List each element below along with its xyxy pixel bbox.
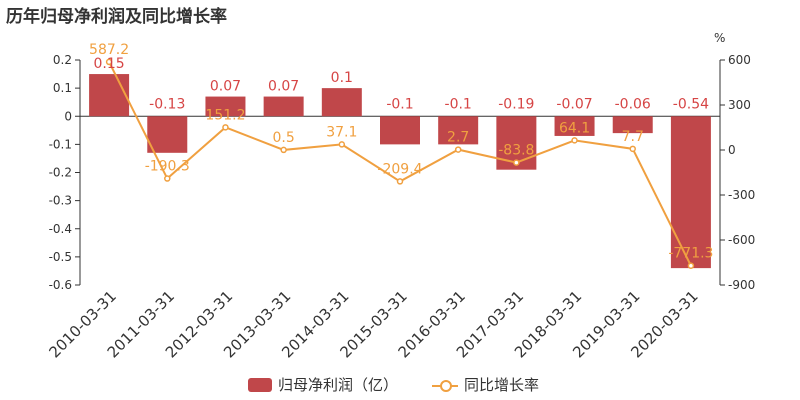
y-left-tick-label: -0.1 xyxy=(49,137,72,151)
growth-data-label: 64.1 xyxy=(559,120,590,136)
bar xyxy=(380,116,420,145)
y-left-tick-label: -0.6 xyxy=(49,278,72,292)
y-left-tick-label: -0.2 xyxy=(49,166,72,180)
bar xyxy=(321,88,362,117)
bar xyxy=(670,116,711,269)
growth-data-label: -771.3 xyxy=(668,246,713,262)
bar-data-label: 0.07 xyxy=(268,79,299,95)
legend-bar-swatch xyxy=(248,377,272,392)
bar-data-label: -0.19 xyxy=(498,96,534,112)
bar-data-label: 0.1 xyxy=(331,70,353,86)
y-right-tick-label: -900 xyxy=(728,278,755,292)
bar xyxy=(554,116,595,136)
growth-point xyxy=(164,175,171,182)
growth-point xyxy=(571,137,578,144)
y-right-tick-label: -600 xyxy=(728,233,755,247)
y-left-tick-label: 0 xyxy=(64,109,72,123)
growth-point xyxy=(687,262,695,269)
growth-data-label: 587.2 xyxy=(89,42,129,58)
y-left-tick-label: 0.1 xyxy=(53,81,72,95)
growth-data-label: 7.7 xyxy=(622,129,644,145)
bar-data-label: -0.06 xyxy=(615,96,651,112)
bar xyxy=(147,116,188,153)
y-right-tick-label: 300 xyxy=(728,98,751,112)
legend-item-growth[interactable]: 同比增长率 xyxy=(432,374,539,395)
y-left-tick-label: -0.4 xyxy=(49,222,72,236)
bar-data-label: 0.15 xyxy=(94,56,125,72)
bar xyxy=(205,96,246,117)
growth-point xyxy=(454,146,462,153)
y-right-unit-label: % xyxy=(714,31,725,45)
bar xyxy=(612,116,653,134)
legend: 归母净利润（亿） 同比增长率 xyxy=(0,374,800,396)
growth-point xyxy=(338,141,346,148)
growth-data-label: 2.7 xyxy=(447,130,469,146)
growth-data-label: -209.4 xyxy=(377,161,422,177)
y-right-tick-label: 0 xyxy=(728,143,736,157)
bar-data-label: -0.1 xyxy=(445,96,472,112)
legend-line-swatch xyxy=(432,378,458,392)
y-right-tick-label: -300 xyxy=(728,188,755,202)
bar-data-label: -0.1 xyxy=(386,96,413,112)
bar-data-label: -0.07 xyxy=(556,96,592,112)
legend-label-profit: 归母净利润（亿） xyxy=(278,376,399,394)
growth-data-label: -83.8 xyxy=(498,143,534,159)
growth-data-label: -190.3 xyxy=(145,159,190,175)
growth-point xyxy=(513,159,520,166)
bar xyxy=(263,96,304,117)
growth-point xyxy=(396,178,404,185)
y-left-tick-label: -0.5 xyxy=(49,250,72,264)
chart-title: 历年归母净利润及同比增长率 xyxy=(6,7,227,27)
bar-data-label: -0.13 xyxy=(149,96,185,112)
bar-data-label: 0.07 xyxy=(210,79,241,95)
y-left-tick-label: -0.3 xyxy=(49,194,72,208)
growth-point xyxy=(222,124,229,131)
bar xyxy=(438,116,479,145)
growth-data-label: 37.1 xyxy=(326,124,357,140)
y-right-tick-label: 600 xyxy=(728,53,751,67)
legend-label-growth: 同比增长率 xyxy=(464,376,540,394)
legend-item-profit[interactable]: 归母净利润（亿） xyxy=(248,374,398,395)
bar xyxy=(89,74,130,117)
growth-point xyxy=(629,145,636,153)
growth-point xyxy=(280,146,287,154)
growth-point xyxy=(105,58,113,66)
bar-data-label: -0.54 xyxy=(673,96,709,112)
growth-data-label: 151.2 xyxy=(205,107,245,123)
growth-data-label: 0.5 xyxy=(273,130,295,146)
y-left-tick-label: 0.2 xyxy=(53,53,72,67)
